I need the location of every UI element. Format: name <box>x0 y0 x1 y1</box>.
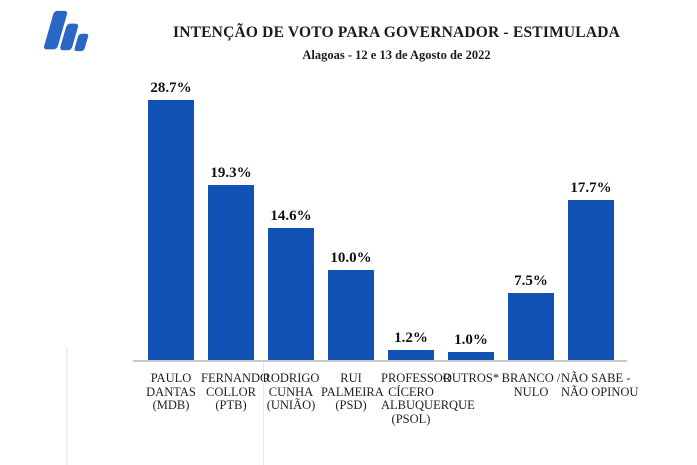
three-slanted-bars-icon <box>43 10 89 52</box>
category-label: FERNANDO COLLOR (PTB) <box>201 371 270 412</box>
category-label: PROFESSOR CÍCERO ALBUQUERQUE (PSOL) <box>381 371 475 426</box>
plot-area: 28.7% 19.3% 14.6% 10.0% 1.2% 1.0% 7.5% 17.7% <box>141 80 621 361</box>
bar-2 <box>208 185 254 361</box>
chart-title: INTENÇÃO DE VOTO PARA GOVERNADOR - ESTIM… <box>172 24 621 41</box>
card-edge-artifact <box>66 347 68 465</box>
category-label: PAULO DANTAS (MDB) <box>146 371 196 412</box>
bar-value-label: 19.3% <box>210 165 252 181</box>
category-label: OUTROS* <box>442 371 500 385</box>
bar-6 <box>448 352 494 361</box>
bar-slot: 10.0% <box>321 95 381 361</box>
x-axis-labels: PAULO DANTAS (MDB) FERNANDO COLLOR (PTB) R… <box>141 371 639 442</box>
bar-7 <box>508 293 554 361</box>
bar-slot: 14.6% <box>261 95 321 361</box>
bar-slot: 1.2% <box>381 95 441 361</box>
image-seam-artifact <box>263 362 264 465</box>
bar-1 <box>148 100 194 361</box>
bar-slot: 17.7% <box>561 95 621 361</box>
bar-5 <box>388 350 434 361</box>
x-axis-line <box>133 360 627 362</box>
chart-subtitle: Alagoas - 12 e 13 de Agosto de 2022 <box>302 48 491 62</box>
bar-slot: 28.7% <box>141 80 201 361</box>
bar-4 <box>328 270 374 361</box>
category-label: RUI PALMEIRA (PSD) <box>321 371 384 412</box>
category-label: RODRIGO CUNHA (UNIÃO) <box>262 371 320 412</box>
bar-value-label: 10.0% <box>330 250 372 266</box>
category-label: NÃO SABE - NÃO OPINOU <box>561 371 639 399</box>
bar-value-label: 1.2% <box>394 330 428 346</box>
category-label: BRANCO / NULO <box>501 371 561 399</box>
chart-header: INTENÇÃO DE VOTO PARA GOVERNADOR - ESTIM… <box>96 24 697 63</box>
bar-value-label: 1.0% <box>454 332 488 348</box>
bar-value-label: 17.7% <box>570 180 612 196</box>
bar-3 <box>268 228 314 361</box>
bar-slot: 19.3% <box>201 95 261 361</box>
brand-logo <box>32 9 94 53</box>
bar-slot: 1.0% <box>441 95 501 361</box>
bar-slot: 7.5% <box>501 95 561 361</box>
bar-8 <box>568 200 614 361</box>
bar-value-label: 14.6% <box>270 208 312 224</box>
bar-value-label: 7.5% <box>514 273 548 289</box>
bar-value-label: 28.7% <box>150 80 192 96</box>
